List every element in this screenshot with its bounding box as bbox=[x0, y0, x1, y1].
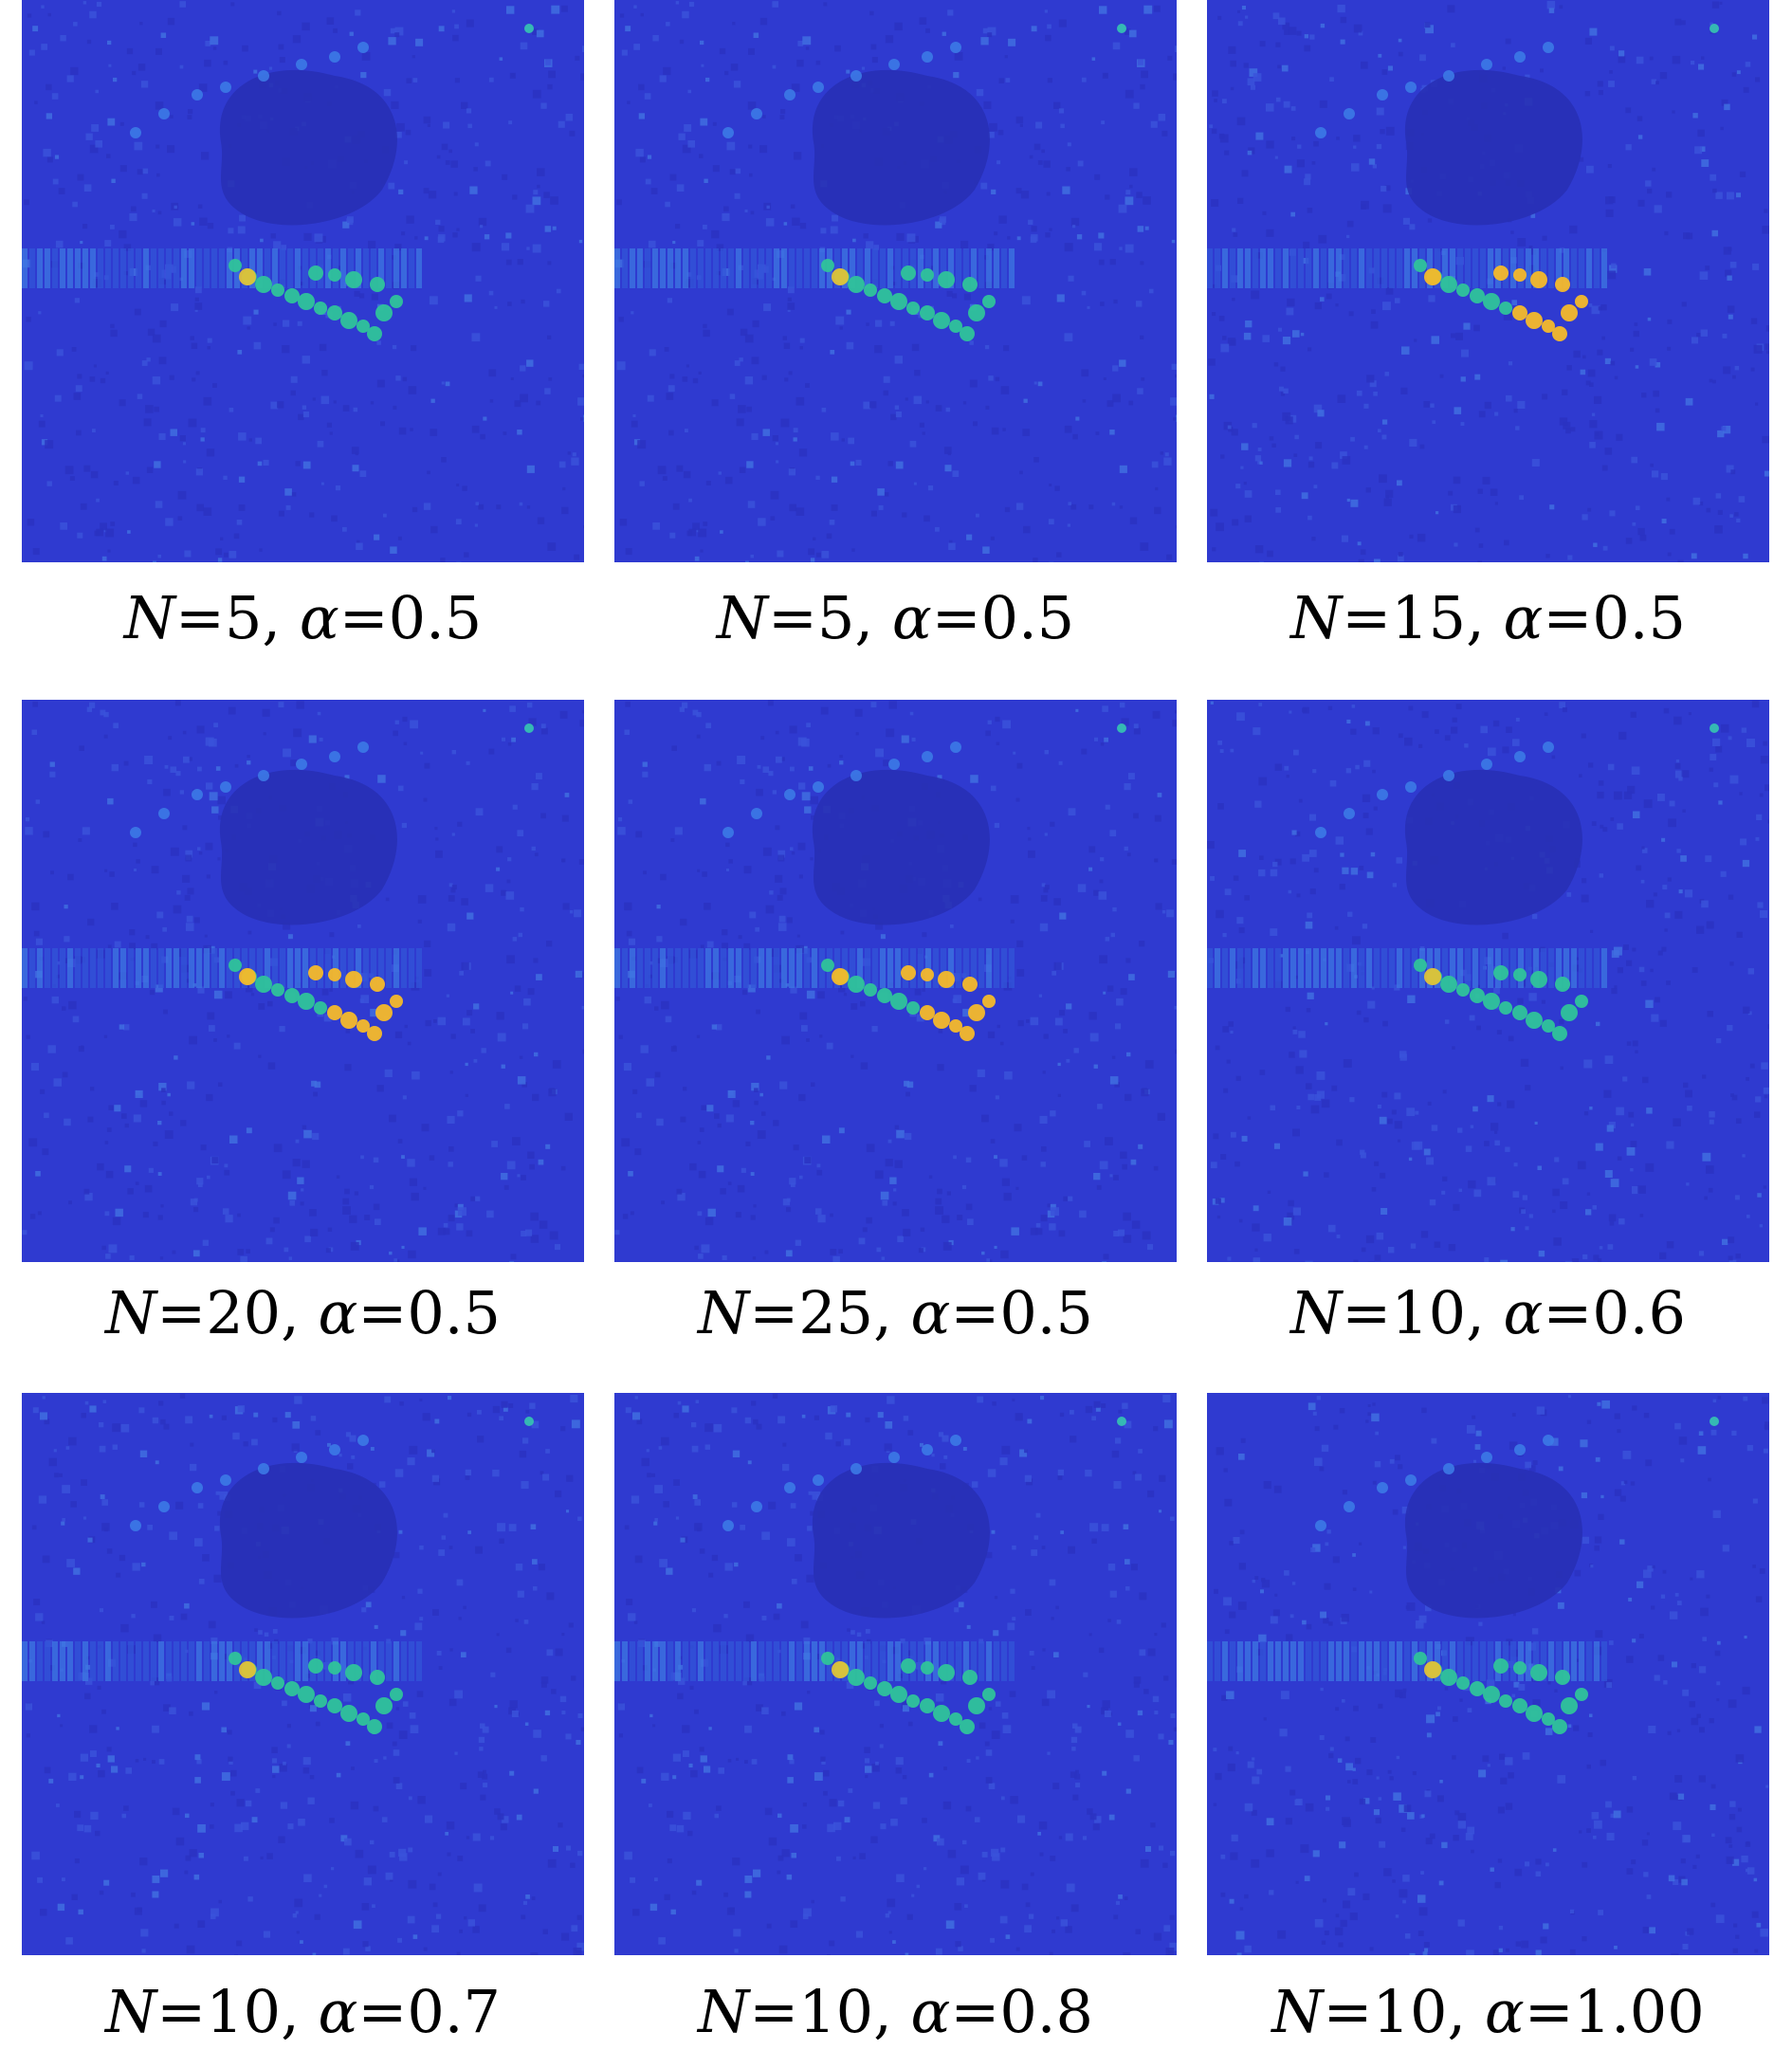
heatmap-panel-5 bbox=[614, 700, 1177, 1262]
heatmap-image-9 bbox=[1207, 1393, 1769, 1955]
upper-dots bbox=[1315, 42, 1554, 138]
heatmap-image-6 bbox=[1207, 700, 1769, 1262]
bright-streak bbox=[821, 1652, 996, 1734]
speckle-noise bbox=[617, 1393, 1177, 1955]
upper-dots bbox=[130, 741, 369, 838]
dark-region bbox=[812, 1462, 990, 1619]
bright-streak bbox=[1414, 959, 1588, 1041]
panel-caption-1: N=5, α=0.5 bbox=[123, 583, 483, 652]
dark-region bbox=[812, 69, 990, 226]
heatmap-image-3 bbox=[1207, 0, 1769, 562]
dark-region bbox=[1404, 69, 1582, 226]
panel-caption-2: N=5, α=0.5 bbox=[716, 583, 1075, 652]
speckle-noise bbox=[25, 1393, 584, 1955]
bright-streak bbox=[1414, 259, 1588, 341]
bright-streak bbox=[821, 259, 996, 341]
upper-dots bbox=[722, 741, 961, 838]
panel-caption-8: N=10, α=0.8 bbox=[698, 1977, 1093, 2046]
panel-caption-4: N=20, α=0.5 bbox=[105, 1278, 501, 1347]
speckle-noise bbox=[614, 1, 1177, 562]
upper-dots bbox=[1315, 741, 1554, 838]
banded-strip bbox=[614, 1641, 1015, 1681]
bright-streak bbox=[1414, 1652, 1588, 1734]
bright-streak bbox=[229, 959, 403, 1041]
bright-streak bbox=[229, 259, 403, 341]
heatmap-image-7 bbox=[22, 1393, 584, 1955]
dark-region bbox=[219, 69, 397, 226]
banded-strip bbox=[22, 1641, 422, 1681]
dark-region bbox=[219, 769, 397, 925]
heatmap-image-1 bbox=[22, 0, 584, 562]
corner-spot bbox=[1117, 24, 1126, 33]
panel-caption-7: N=10, α=0.7 bbox=[105, 1977, 501, 2046]
corner-spot bbox=[1710, 24, 1719, 33]
banded-strip bbox=[1207, 948, 1607, 988]
banded-strip bbox=[1207, 248, 1607, 288]
corner-spot bbox=[524, 24, 534, 33]
bright-streak bbox=[821, 959, 996, 1041]
dark-region bbox=[1404, 769, 1582, 925]
heatmap-image-8 bbox=[614, 1393, 1177, 1955]
dark-region bbox=[1404, 1462, 1582, 1619]
speckle-noise bbox=[22, 700, 584, 1262]
heatmap-panel-1 bbox=[22, 0, 584, 562]
upper-dots bbox=[722, 42, 961, 138]
panel-caption-5: N=25, α=0.5 bbox=[698, 1278, 1093, 1347]
dark-region bbox=[219, 1462, 397, 1619]
heatmap-panel-6 bbox=[1207, 700, 1769, 1262]
corner-spot bbox=[1117, 1417, 1126, 1426]
corner-spot bbox=[1117, 723, 1126, 733]
heatmap-panel-8 bbox=[614, 1393, 1177, 1955]
banded-strip bbox=[22, 248, 422, 288]
panel-caption-6: N=10, α=0.6 bbox=[1290, 1278, 1686, 1347]
panel-caption-3: N=15, α=0.5 bbox=[1290, 583, 1686, 652]
heatmap-image-4 bbox=[22, 700, 584, 1262]
bright-streak bbox=[229, 1652, 403, 1734]
corner-spot bbox=[1710, 723, 1719, 733]
heatmap-panel-4 bbox=[22, 700, 584, 1262]
corner-spot bbox=[524, 1417, 534, 1426]
heatmap-panel-9 bbox=[1207, 1393, 1769, 1955]
heatmap-panel-2 bbox=[614, 0, 1177, 562]
panel-caption-9: N=10, α=1.00 bbox=[1271, 1977, 1705, 2046]
corner-spot bbox=[1710, 1417, 1719, 1426]
speckle-noise bbox=[614, 700, 1177, 1262]
heatmap-image-5 bbox=[614, 700, 1177, 1262]
upper-dots bbox=[722, 1435, 961, 1531]
upper-dots bbox=[130, 42, 369, 138]
upper-dots bbox=[130, 1435, 369, 1531]
corner-spot bbox=[524, 723, 534, 733]
heatmap-panel-7 bbox=[22, 1393, 584, 1955]
dark-region bbox=[812, 769, 990, 925]
heatmap-panel-3 bbox=[1207, 0, 1769, 562]
upper-dots bbox=[1315, 1435, 1554, 1531]
heatmap-image-2 bbox=[614, 0, 1177, 562]
